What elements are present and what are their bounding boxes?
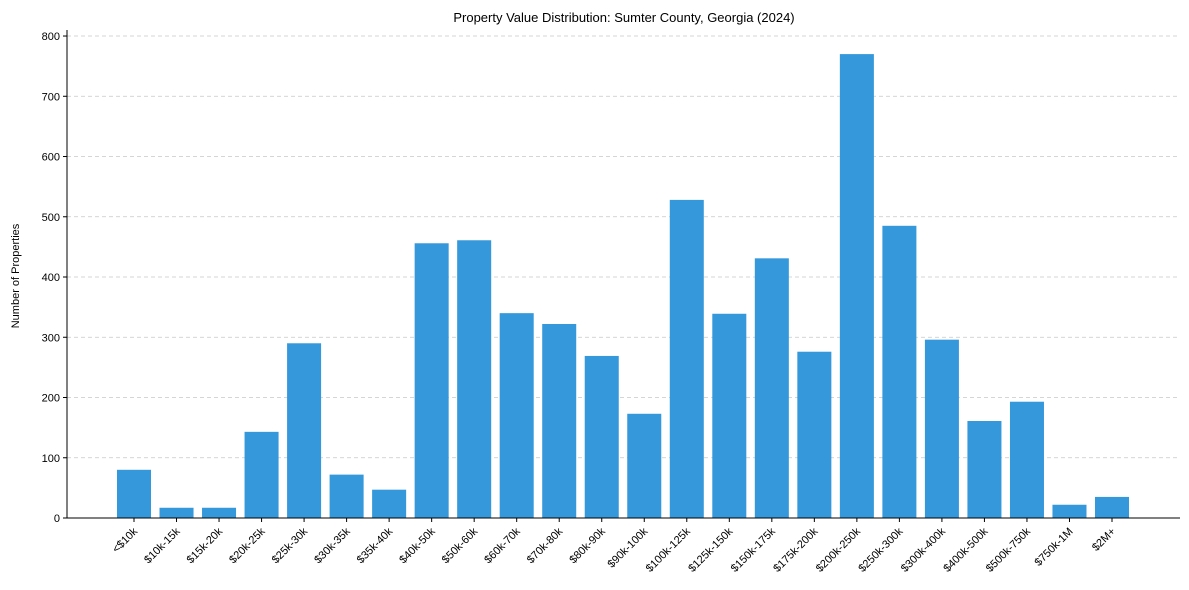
- y-tick-label: 600: [42, 152, 60, 164]
- y-tick-label: 300: [42, 332, 60, 344]
- x-tick-label: $2M+: [1090, 526, 1118, 554]
- x-tick-label: $20k-25k: [227, 525, 268, 566]
- bar-21: [1009, 401, 1044, 518]
- bar-7: [414, 243, 449, 518]
- x-tick-label: $15k-20k: [185, 525, 226, 566]
- y-tick-label: 400: [42, 272, 60, 284]
- x-tick-label: <$10k: [110, 525, 140, 555]
- x-ticks-layer: <$10k $10k-15k $15k-20k $20k-25k $25k-30k $30…: [110, 518, 1118, 575]
- x-tick-label: $60k-70k: [482, 525, 523, 566]
- bar-19: [924, 339, 959, 518]
- bar-14: [712, 313, 747, 518]
- bar-12: [627, 413, 662, 518]
- bar-18: [882, 225, 917, 518]
- x-tick-label: $250k-300k: [856, 525, 905, 574]
- x-tick-label: $200k-250k: [814, 525, 863, 574]
- x-tick-label: $40k-50k: [397, 525, 438, 566]
- x-tick-label: $80k-90k: [567, 525, 608, 566]
- y-axis-label: Number of Properties: [10, 223, 22, 328]
- bar-20: [967, 421, 1002, 518]
- x-tick-label: $125k-150k: [686, 525, 735, 574]
- bar-4: [287, 343, 322, 518]
- bar-10: [542, 324, 577, 518]
- x-tick-label: $400k-500k: [941, 525, 990, 574]
- bar-23: [1094, 496, 1130, 518]
- bars-layer: [116, 54, 1130, 519]
- x-tick-label: $300k-400k: [899, 525, 948, 574]
- bar-11: [584, 355, 619, 518]
- y-tick-label: 500: [42, 212, 60, 224]
- bar-15: [754, 258, 789, 518]
- chart-title: Property Value Distribution: Sumter Coun…: [453, 10, 794, 25]
- y-tick-label: 100: [42, 453, 60, 465]
- y-tick-label: 700: [42, 91, 60, 103]
- bar-17: [839, 54, 874, 519]
- bar-22: [1052, 504, 1087, 518]
- bar-8: [457, 240, 492, 519]
- x-tick-label: $30k-35k: [312, 525, 353, 566]
- x-tick-label: $175k-200k: [771, 525, 820, 574]
- bar-5: [329, 474, 364, 518]
- x-tick-label: $750k-1M: [1033, 526, 1076, 569]
- x-tick-label: $90k-100k: [606, 525, 651, 570]
- bar-6: [372, 489, 407, 518]
- x-tick-label: $70k-80k: [525, 525, 566, 566]
- y-ticks-layer: 0 100 200 300 400 500 600 700 800: [42, 31, 67, 525]
- y-tick-label: 200: [42, 393, 60, 405]
- bar-9: [499, 313, 534, 518]
- x-tick-label: $25k-30k: [270, 525, 311, 566]
- bar-13: [669, 199, 704, 518]
- bar-0: [116, 469, 152, 518]
- bar-3: [244, 431, 279, 518]
- x-tick-label: $35k-40k: [355, 525, 396, 566]
- y-tick-label: 0: [54, 513, 60, 525]
- bar-2: [202, 507, 237, 518]
- y-tick-label: 800: [42, 31, 60, 43]
- bar-1: [159, 507, 194, 518]
- x-tick-label: $150k-175k: [729, 525, 778, 574]
- axes-layer: [66, 30, 1180, 519]
- x-tick-label: $50k-60k: [440, 525, 481, 566]
- x-tick-label: $500k-750k: [984, 525, 1033, 574]
- x-tick-label: $100k-125k: [644, 525, 693, 574]
- x-tick-label: $10k-15k: [142, 525, 183, 566]
- bar-16: [797, 351, 832, 518]
